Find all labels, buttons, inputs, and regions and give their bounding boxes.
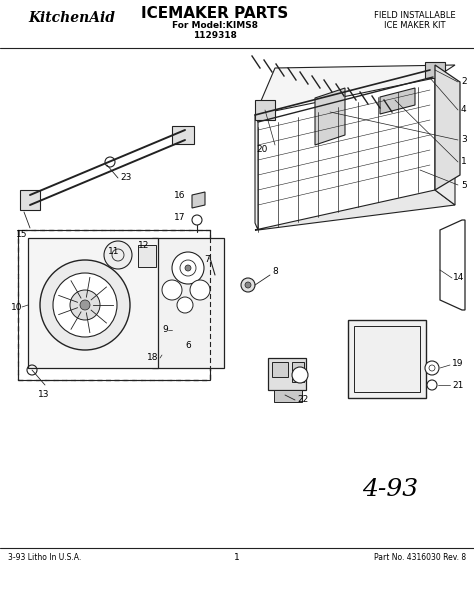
Text: For Model:KIMS8: For Model:KIMS8 [172, 20, 258, 29]
Circle shape [172, 252, 204, 284]
Text: 4: 4 [461, 106, 466, 115]
Text: 13: 13 [38, 390, 49, 399]
Text: 3-93 Litho In U.S.A.: 3-93 Litho In U.S.A. [8, 553, 81, 562]
Text: 18: 18 [146, 353, 158, 362]
Bar [274, 390, 302, 402]
Text: 12: 12 [138, 241, 149, 250]
Circle shape [427, 380, 437, 390]
Circle shape [177, 297, 193, 313]
Text: ICEMAKER PARTS: ICEMAKER PARTS [141, 7, 289, 21]
Circle shape [241, 278, 255, 292]
Text: 21: 21 [452, 380, 464, 389]
Text: 5: 5 [461, 180, 467, 189]
Bar [18, 230, 210, 380]
Circle shape [70, 290, 100, 320]
Text: 2: 2 [461, 78, 466, 87]
Bar [425, 62, 445, 78]
Bar [272, 362, 288, 377]
Text: ICE MAKER KIT: ICE MAKER KIT [384, 20, 446, 29]
Bar [172, 126, 194, 144]
Text: 17: 17 [173, 214, 185, 223]
Circle shape [185, 265, 191, 271]
Text: Part No. 4316030 Rev. 8: Part No. 4316030 Rev. 8 [374, 553, 466, 562]
Text: 16: 16 [173, 192, 185, 201]
Bar [292, 362, 304, 382]
Circle shape [245, 282, 251, 288]
Circle shape [292, 367, 308, 383]
Circle shape [162, 280, 182, 300]
Bar [20, 190, 40, 210]
Bar [28, 238, 158, 368]
Polygon shape [255, 190, 455, 230]
Circle shape [80, 300, 90, 310]
Polygon shape [255, 65, 455, 115]
Text: 11: 11 [108, 248, 119, 257]
Text: 7: 7 [204, 256, 210, 264]
Circle shape [204, 246, 216, 258]
Text: 14: 14 [453, 273, 465, 282]
Text: 23: 23 [120, 174, 131, 183]
Circle shape [190, 280, 210, 300]
Circle shape [40, 260, 130, 350]
Bar [138, 245, 156, 267]
Circle shape [105, 157, 115, 167]
Polygon shape [435, 65, 460, 190]
Bar [348, 320, 426, 398]
Text: 9: 9 [162, 325, 168, 334]
Text: 15: 15 [16, 230, 28, 239]
Text: 19: 19 [452, 359, 464, 368]
Bar [18, 230, 210, 380]
Text: FIELD INSTALLABLE: FIELD INSTALLABLE [374, 11, 456, 20]
Text: 6: 6 [185, 340, 191, 349]
Bar [152, 238, 224, 368]
Circle shape [53, 273, 117, 337]
Bar [354, 326, 420, 392]
Polygon shape [315, 88, 345, 145]
Polygon shape [192, 192, 205, 208]
Text: 1129318: 1129318 [193, 30, 237, 39]
Bar [268, 358, 306, 390]
Bar [255, 100, 275, 120]
Circle shape [425, 361, 439, 375]
Text: KitchenAid: KitchenAid [28, 11, 116, 25]
Text: 8: 8 [272, 267, 278, 276]
Text: 20: 20 [256, 145, 268, 154]
Text: 22: 22 [297, 395, 308, 405]
Text: 4-93: 4-93 [362, 479, 418, 501]
Polygon shape [255, 115, 258, 230]
Text: 1: 1 [461, 158, 467, 167]
Text: 3: 3 [461, 136, 467, 144]
Polygon shape [435, 65, 455, 205]
Text: 1: 1 [234, 553, 240, 562]
Polygon shape [380, 88, 415, 114]
Text: 10: 10 [10, 303, 22, 312]
Circle shape [104, 241, 132, 269]
